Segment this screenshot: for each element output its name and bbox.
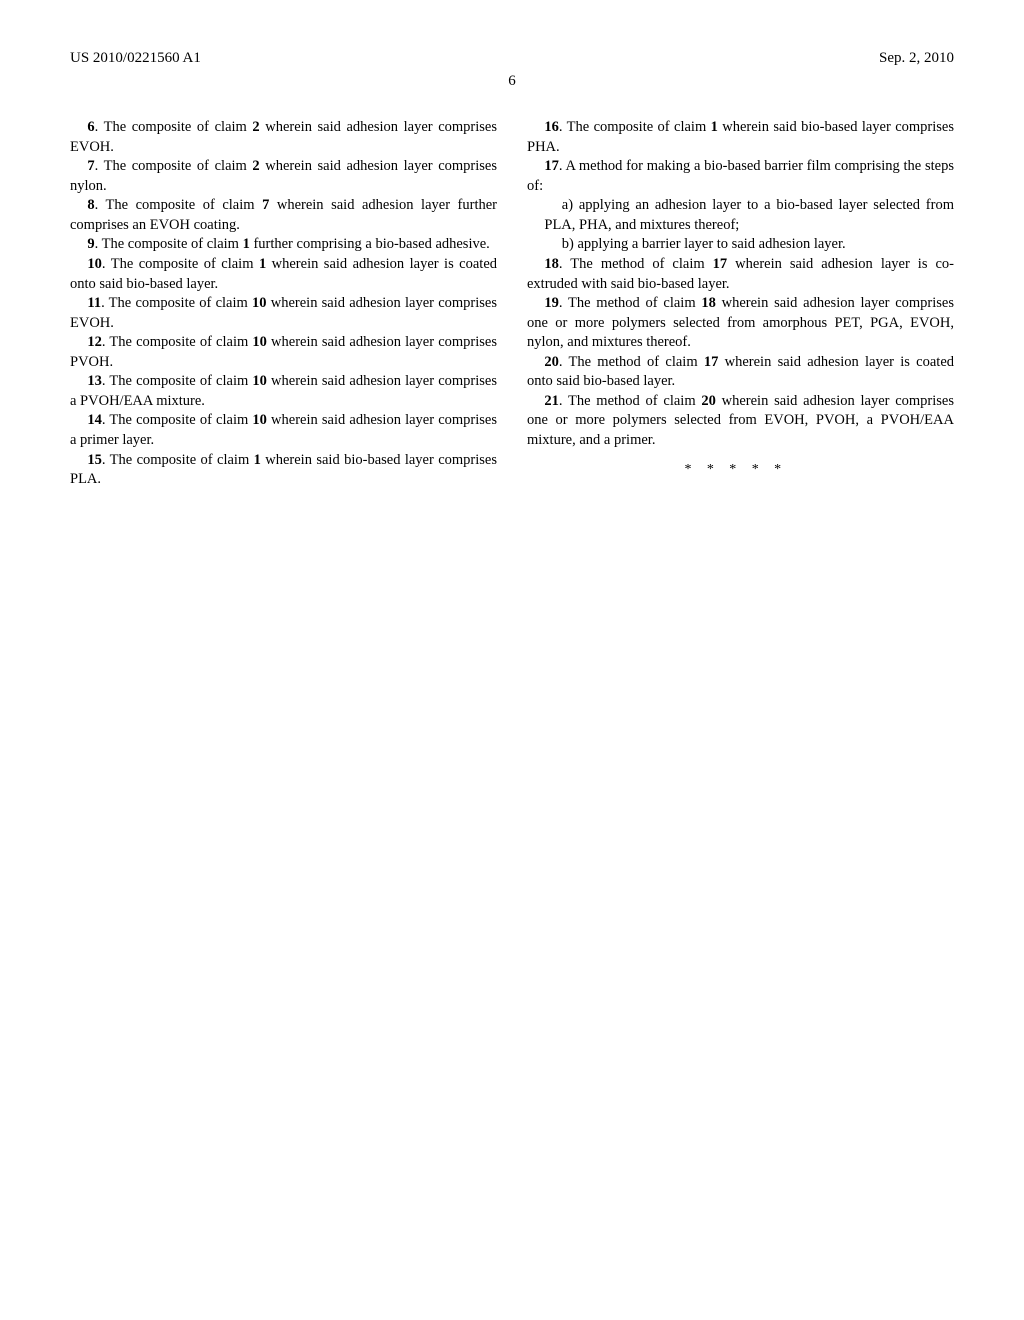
claim-ref: 7 bbox=[262, 197, 269, 213]
claim-ref: 1 bbox=[259, 256, 266, 272]
claim-paragraph: 8. The composite of claim 7 wherein said… bbox=[70, 196, 497, 235]
claim-paragraph: 19. The method of claim 18 wherein said … bbox=[527, 294, 954, 353]
claim-paragraph: 16. The composite of claim 1 wherein sai… bbox=[527, 118, 954, 157]
claim-paragraph: 18. The method of claim 17 wherein said … bbox=[527, 255, 954, 294]
claim-ref: 18 bbox=[701, 295, 716, 311]
claim-paragraph: 7. The composite of claim 2 wherein said… bbox=[70, 157, 497, 196]
claim-number: 15 bbox=[87, 452, 102, 468]
claim-paragraph: 6. The composite of claim 2 wherein said… bbox=[70, 118, 497, 157]
claim-number: 21 bbox=[544, 393, 559, 409]
claim-paragraph: 15. The composite of claim 1 wherein sai… bbox=[70, 451, 497, 490]
claim-paragraph: 13. The composite of claim 10 wherein sa… bbox=[70, 372, 497, 411]
claim-ref: 10 bbox=[252, 334, 267, 350]
claim-paragraph: 20. The method of claim 17 wherein said … bbox=[527, 353, 954, 392]
claim-number: 13 bbox=[87, 373, 102, 389]
page-number: 6 bbox=[70, 73, 954, 90]
claim-number: 9 bbox=[87, 236, 94, 252]
claim-ref: 10 bbox=[252, 412, 267, 428]
claim-ref: 1 bbox=[711, 119, 718, 135]
columns-container: 6. The composite of claim 2 wherein said… bbox=[70, 118, 954, 490]
claim-number: 14 bbox=[87, 412, 102, 428]
right-column: 16. The composite of claim 1 wherein sai… bbox=[527, 118, 954, 490]
claim-number: 8 bbox=[87, 197, 94, 213]
claim-paragraph: 11. The composite of claim 10 wherein sa… bbox=[70, 294, 497, 333]
claim-number: 6 bbox=[87, 119, 94, 135]
claim-number: 20 bbox=[544, 354, 559, 370]
claim-paragraph: 14. The composite of claim 10 wherein sa… bbox=[70, 411, 497, 450]
claim-ref: 2 bbox=[252, 119, 259, 135]
claim-sub-step: a) applying an adhesion layer to a bio-b… bbox=[527, 196, 954, 235]
claim-ref: 17 bbox=[713, 256, 728, 272]
claim-number: 11 bbox=[87, 295, 101, 311]
claim-number: 19 bbox=[544, 295, 559, 311]
claim-paragraph: 17. A method for making a bio-based barr… bbox=[527, 157, 954, 196]
claim-number: 7 bbox=[87, 158, 94, 174]
claim-ref: 10 bbox=[252, 295, 267, 311]
claim-paragraph: 9. The composite of claim 1 further comp… bbox=[70, 235, 497, 255]
header-right: Sep. 2, 2010 bbox=[879, 50, 954, 67]
claim-sub-step: b) applying a barrier layer to said adhe… bbox=[527, 235, 954, 255]
claim-ref: 20 bbox=[701, 393, 716, 409]
claim-paragraph: 21. The method of claim 20 wherein said … bbox=[527, 392, 954, 451]
header-left: US 2010/0221560 A1 bbox=[70, 50, 201, 67]
claim-ref: 1 bbox=[243, 236, 250, 252]
claim-ref: 1 bbox=[254, 452, 261, 468]
claim-number: 16 bbox=[544, 119, 559, 135]
claim-paragraph: 10. The composite of claim 1 wherein sai… bbox=[70, 255, 497, 294]
claim-ref: 10 bbox=[252, 373, 267, 389]
claim-ref: 2 bbox=[252, 158, 259, 174]
header-row: US 2010/0221560 A1 Sep. 2, 2010 bbox=[70, 50, 954, 67]
claim-number: 17 bbox=[544, 158, 559, 174]
claim-number: 10 bbox=[87, 256, 102, 272]
claim-paragraph: 12. The composite of claim 10 wherein sa… bbox=[70, 333, 497, 372]
page-container: US 2010/0221560 A1 Sep. 2, 2010 6 6. The… bbox=[0, 0, 1024, 530]
claim-ref: 17 bbox=[704, 354, 719, 370]
left-column: 6. The composite of claim 2 wherein said… bbox=[70, 118, 497, 490]
end-stars: ***** bbox=[527, 461, 954, 480]
claim-number: 18 bbox=[544, 256, 559, 272]
claim-number: 12 bbox=[87, 334, 102, 350]
